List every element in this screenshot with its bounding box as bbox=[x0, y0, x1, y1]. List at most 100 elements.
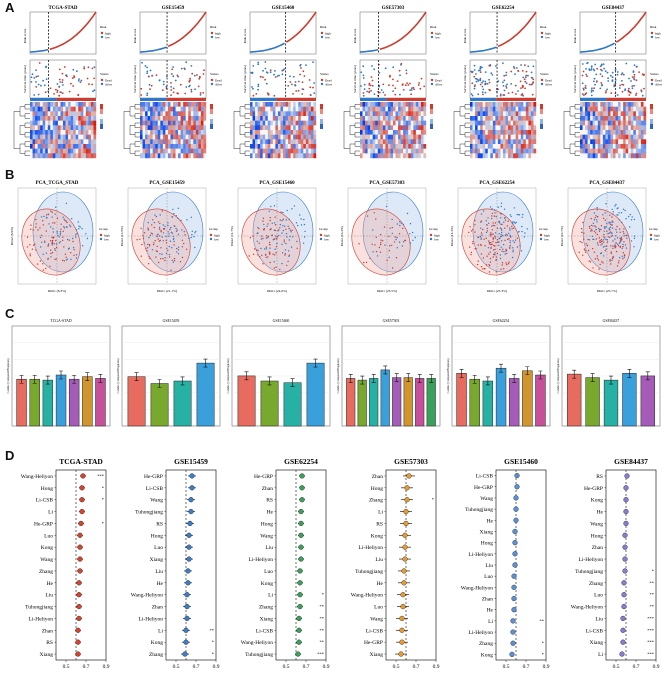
pca-point bbox=[491, 212, 494, 215]
heatmap-cell bbox=[380, 134, 384, 140]
heatmap-cell bbox=[403, 130, 406, 135]
pca-point bbox=[29, 255, 31, 257]
heatmap-cell bbox=[185, 148, 189, 154]
pca-point bbox=[158, 226, 161, 229]
pca-point bbox=[598, 230, 601, 232]
pca-point bbox=[618, 242, 621, 244]
heatmap-cell bbox=[590, 153, 593, 159]
forest-row-label: Luo bbox=[44, 533, 53, 539]
heatmap-cell bbox=[32, 102, 36, 107]
forest-row-label: Li-Heliyon bbox=[249, 557, 274, 563]
heatmap-cell bbox=[580, 125, 583, 131]
heatmap-cell bbox=[515, 120, 519, 126]
heatmap-cell bbox=[382, 144, 386, 149]
pca-point bbox=[253, 248, 256, 250]
pca-point bbox=[173, 257, 176, 260]
pca-ellipse-low bbox=[472, 191, 534, 273]
heatmap-cell bbox=[382, 130, 386, 135]
heatmap-cell bbox=[183, 125, 186, 131]
heatmap-cell bbox=[288, 106, 291, 112]
heatmap-cell bbox=[40, 102, 43, 107]
forest-row-label: Li-Heliyon bbox=[29, 616, 54, 622]
survival-point bbox=[524, 87, 526, 90]
forest-significance: ** bbox=[320, 628, 325, 633]
heatmap-cell bbox=[42, 130, 46, 135]
pca-point bbox=[72, 237, 74, 240]
heatmap-cell bbox=[410, 106, 414, 112]
heatmap-cell bbox=[518, 130, 521, 135]
heatmap-cell bbox=[47, 148, 51, 154]
heatmap-cell bbox=[370, 116, 373, 121]
pca-point bbox=[495, 241, 497, 244]
heatmap-cell bbox=[607, 106, 611, 112]
survival-point bbox=[495, 65, 497, 67]
heatmap-cell bbox=[597, 153, 601, 159]
forest-point bbox=[622, 556, 628, 562]
heatmap-cell bbox=[505, 116, 509, 121]
pca-point bbox=[147, 247, 149, 249]
pca-point bbox=[486, 224, 488, 226]
heatmap-cell bbox=[615, 125, 619, 131]
heatmap-cell bbox=[152, 148, 156, 154]
heatmap-cell bbox=[313, 116, 317, 121]
heatmap-cell bbox=[618, 148, 621, 154]
survival-point bbox=[611, 79, 614, 82]
heatmap-cell bbox=[362, 106, 366, 112]
heatmap-cell bbox=[360, 130, 363, 135]
heatmap-cell bbox=[270, 125, 274, 131]
heatmap-cell bbox=[260, 144, 263, 149]
survival-point bbox=[595, 73, 598, 76]
heatmap-cell bbox=[633, 144, 637, 149]
pca-point bbox=[480, 220, 483, 222]
forest-point bbox=[511, 584, 517, 590]
forest-xtick-label: 0.9 bbox=[323, 664, 330, 670]
heatmap-cell bbox=[70, 116, 74, 121]
survival-point bbox=[76, 70, 78, 72]
pca-point bbox=[162, 257, 164, 260]
heatmap-color-scale bbox=[540, 104, 543, 129]
pca-point bbox=[606, 222, 608, 225]
forest-row-label: Kong bbox=[151, 640, 163, 646]
heatmap-cell bbox=[520, 144, 524, 149]
heatmap-cell bbox=[640, 139, 644, 145]
forest-row-label: Li bbox=[378, 510, 383, 516]
pca-point bbox=[496, 252, 499, 255]
pca-legend-item: high bbox=[324, 234, 330, 238]
heatmap-cell bbox=[400, 153, 404, 159]
heatmap-cell bbox=[147, 148, 151, 154]
pca-point bbox=[39, 236, 42, 239]
pca-point bbox=[252, 235, 254, 237]
heatmap-cell bbox=[520, 111, 524, 117]
pca-point bbox=[55, 258, 57, 260]
heatmap-cell bbox=[638, 148, 642, 154]
survival-point bbox=[55, 88, 57, 91]
heatmap-cell bbox=[372, 125, 376, 131]
heatmap-cell bbox=[37, 102, 41, 107]
heatmap-cell bbox=[313, 102, 317, 107]
forest-xtick-label: 0.9 bbox=[543, 664, 550, 670]
survival-point bbox=[309, 94, 312, 96]
heatmap-cell bbox=[200, 130, 204, 135]
pca-point bbox=[389, 245, 391, 247]
heatmap-cell bbox=[367, 111, 371, 117]
survival-point bbox=[299, 73, 301, 76]
heatmap-cell bbox=[60, 130, 64, 135]
survival-point bbox=[378, 91, 381, 94]
heatmap-cell bbox=[625, 102, 629, 107]
pca-point bbox=[611, 220, 613, 222]
pca-point bbox=[170, 269, 172, 271]
heatmap-cell bbox=[65, 120, 69, 126]
survival-point bbox=[93, 77, 95, 80]
survival-point bbox=[362, 74, 365, 77]
heatmap-cell bbox=[420, 116, 424, 121]
heatmap-cell bbox=[272, 120, 276, 126]
heatmap-cell bbox=[580, 139, 583, 145]
pca-point bbox=[611, 234, 613, 237]
pca-point bbox=[622, 208, 625, 210]
pca-legend-dot bbox=[209, 233, 213, 237]
heatmap-cell bbox=[365, 116, 368, 121]
heatmap-cell bbox=[198, 144, 202, 149]
heatmap-cell bbox=[587, 102, 591, 107]
pca-point bbox=[614, 238, 616, 240]
